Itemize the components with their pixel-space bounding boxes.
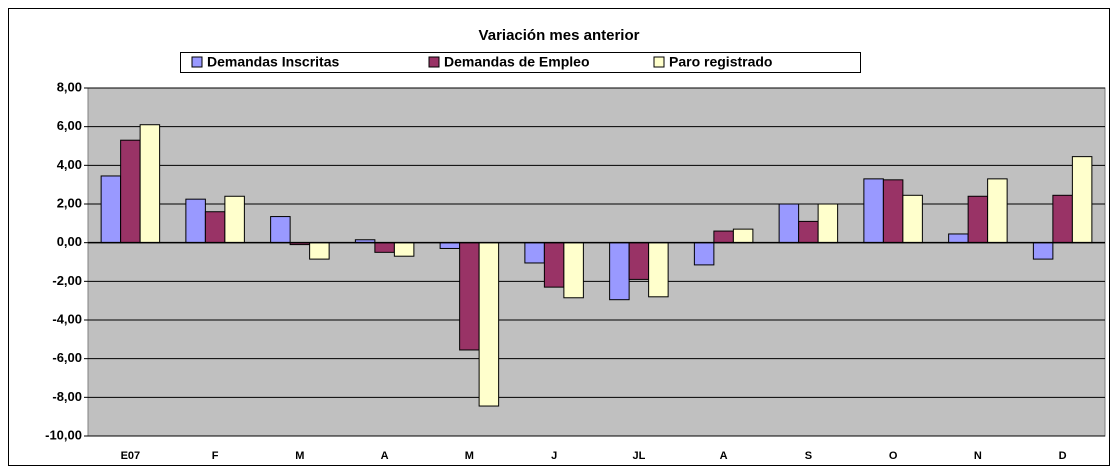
bar [609, 242, 630, 301]
bar [459, 242, 480, 351]
x-tick-label: D [1059, 450, 1067, 462]
bar [393, 242, 415, 257]
bar [309, 242, 330, 260]
x-tick-label: M [295, 450, 304, 462]
y-tick-label: 6,00 [57, 118, 82, 133]
legend-swatch [653, 56, 665, 68]
bar [732, 228, 754, 244]
y-tick-label: 0,00 [57, 234, 82, 249]
legend-swatch [191, 56, 203, 68]
x-tick-label: O [889, 450, 898, 462]
bar [713, 230, 734, 244]
bar [543, 242, 565, 288]
bar [100, 175, 122, 244]
y-tick-label: 4,00 [57, 157, 82, 172]
bar [270, 216, 291, 244]
bar [1032, 242, 1054, 260]
x-tick-label: S [805, 450, 812, 462]
bar [987, 178, 1008, 244]
y-tick-label: -10,00 [45, 427, 82, 442]
x-tick-label: E07 [121, 450, 141, 462]
bar [817, 203, 839, 244]
x-tick-label: J [551, 450, 557, 462]
x-tick-label: M [465, 450, 474, 462]
legend-label: Paro registrado [669, 54, 772, 70]
bar [948, 233, 969, 244]
bar [902, 194, 923, 244]
legend-label: Demandas de Empleo [444, 54, 590, 70]
y-tick-label: 2,00 [57, 195, 82, 210]
legend-box [180, 52, 861, 73]
bar [648, 242, 669, 298]
x-tick-label: N [974, 450, 982, 462]
bar [524, 242, 545, 264]
bar [967, 195, 989, 244]
x-tick-label: F [212, 450, 219, 462]
bar [778, 203, 800, 244]
bar [185, 198, 206, 244]
y-tick-label: -6,00 [52, 350, 82, 365]
bar [439, 242, 461, 249]
bar [628, 242, 650, 280]
x-tick-label: JL [632, 450, 645, 462]
x-tick-label: A [720, 450, 728, 462]
legend-label: Demandas Inscritas [207, 54, 339, 70]
bar [1052, 194, 1073, 244]
bar [139, 124, 161, 244]
bar [120, 139, 141, 244]
bar [478, 242, 500, 407]
bar [798, 220, 819, 244]
y-tick-label: 8,00 [57, 79, 82, 94]
y-tick-label: -4,00 [52, 311, 82, 326]
bar [204, 211, 226, 244]
bar [882, 179, 904, 244]
chart-title: Variación mes anterior [479, 27, 640, 44]
bar [693, 242, 715, 266]
bar [1071, 156, 1093, 244]
plot-area [87, 87, 1106, 437]
y-tick-label: -2,00 [52, 273, 82, 288]
legend-swatch [428, 56, 440, 68]
bar [224, 195, 245, 244]
y-tick-label: -8,00 [52, 389, 82, 404]
bar [374, 242, 395, 253]
x-tick-label: A [381, 450, 389, 462]
bar [863, 178, 884, 244]
bar [563, 242, 584, 299]
